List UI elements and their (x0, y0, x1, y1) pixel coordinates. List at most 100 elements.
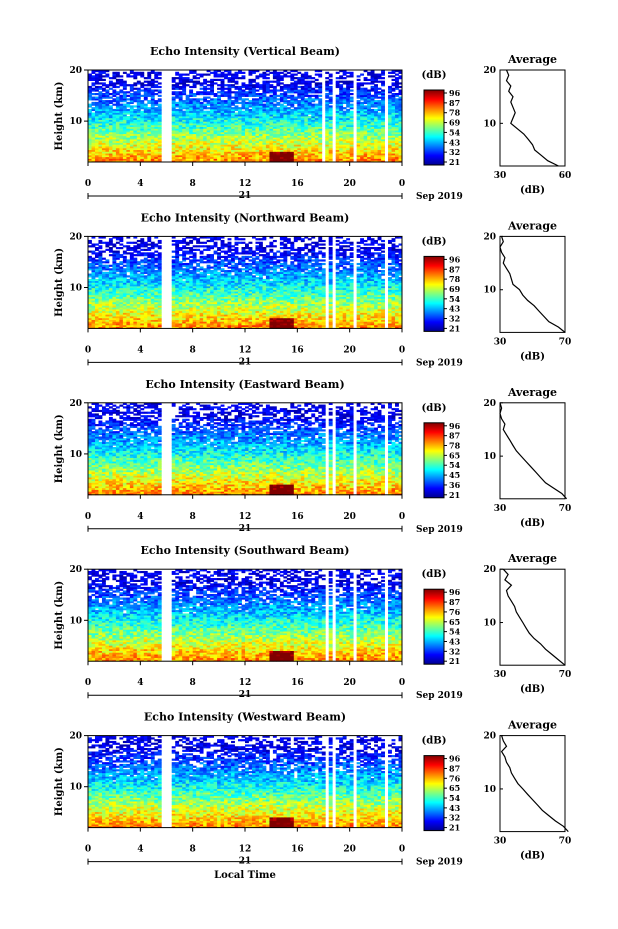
heatmap-cell (98, 139, 103, 142)
heatmap-cell (286, 107, 291, 110)
heatmap-cell (335, 153, 340, 156)
heatmap-cell (300, 153, 305, 156)
heatmap-cell (279, 144, 284, 147)
heatmap-cell (290, 158, 295, 161)
heatmap-cell (126, 160, 131, 163)
heatmap-cell (374, 130, 378, 133)
heatmap-cell (227, 135, 232, 138)
heatmap-cell (220, 137, 225, 140)
heatmap-cell (248, 78, 253, 82)
heatmap-cell (206, 139, 211, 142)
heatmap-cell (175, 153, 180, 156)
heatmap-cell (245, 128, 249, 131)
heatmap-cell (101, 124, 106, 128)
heatmap-cell (157, 146, 162, 149)
heatmap-cell (143, 154, 148, 158)
heatmap-cell (192, 154, 197, 158)
heatmap-cell (293, 142, 298, 145)
heatmap-cell (171, 96, 176, 99)
heatmap-cell (150, 160, 155, 163)
heatmap-cell (283, 130, 288, 133)
heatmap-cell (255, 133, 260, 136)
heatmap-cell (140, 144, 145, 147)
heatmap-cell (105, 73, 110, 76)
heatmap-cell (210, 131, 214, 135)
heatmap-cell (248, 140, 253, 143)
heatmap-cell (129, 151, 134, 154)
heatmap-cell (231, 146, 235, 149)
heatmap-cell (150, 153, 155, 156)
heatmap-cells (88, 70, 403, 163)
heatmap-cell (213, 135, 218, 138)
heatmap-cell (196, 131, 201, 135)
heatmap-cell (367, 124, 371, 128)
heatmap-cell (388, 156, 392, 159)
heatmap-cell (360, 144, 365, 147)
heatmap-cell (234, 160, 239, 163)
heatmap-cell (105, 133, 110, 136)
heatmap-cell (290, 140, 295, 143)
average-y-tick-label: 20 (483, 66, 496, 76)
heatmap-cell (143, 140, 148, 143)
heatmap-cell (283, 158, 288, 161)
heatmap-cell (377, 126, 382, 129)
heatmap-cell (262, 147, 267, 151)
heatmap-cell (133, 140, 138, 143)
heatmap-cell (154, 139, 159, 142)
heatmap-cell (147, 124, 152, 128)
heatmap-cell (91, 96, 96, 99)
heatmap-cell (224, 87, 228, 90)
heatmap-cell (346, 133, 351, 136)
heatmap-cell (91, 131, 96, 135)
heatmap-cell (346, 142, 351, 145)
heatmap-cell (398, 142, 403, 145)
heatmap-cell (342, 154, 347, 158)
heatmap-cell (300, 128, 305, 131)
heatmap-cell (297, 153, 302, 156)
heatmap-cell (227, 147, 232, 151)
heatmap-cell (147, 146, 152, 149)
heatmap-cell (363, 77, 368, 80)
heatmap-cell (325, 154, 330, 158)
heatmap-cell (363, 140, 368, 143)
heatmap-cell (119, 153, 124, 156)
heatmap-cell (101, 128, 106, 131)
heatmap-cell (262, 133, 267, 136)
heatmap-cell (203, 151, 208, 154)
heatmap-cell (363, 126, 368, 129)
heatmap-cell (178, 142, 183, 145)
heatmap-cell (335, 128, 340, 131)
heatmap-cell (105, 142, 110, 145)
heatmap-cell (388, 144, 392, 147)
heatmap-cell (265, 147, 270, 151)
heatmap-cell (328, 85, 333, 89)
heatmap-cell (238, 139, 242, 142)
heatmap-cell (199, 147, 204, 151)
heatmap-cell (300, 133, 305, 136)
heatmap-cell (213, 133, 218, 136)
heatmap-cell (196, 137, 201, 140)
heatmap-cell (234, 128, 239, 131)
heatmap-cell (293, 126, 298, 129)
heatmap-cell (283, 149, 288, 152)
heatmap-cell (381, 135, 385, 138)
heatmap-cell (269, 84, 274, 87)
heatmap-cell (94, 133, 99, 136)
heatmap-cell (192, 130, 197, 133)
heatmap-cell (122, 135, 127, 138)
heatmap-cell (234, 140, 239, 143)
heatmap-cell (143, 151, 148, 154)
heatmap-cell (206, 80, 211, 83)
heatmap-cell (91, 93, 96, 96)
heatmap-cell (203, 146, 208, 149)
heatmap-cell (189, 128, 194, 131)
heatmap-cell (258, 131, 263, 135)
heatmap-cell (388, 139, 392, 142)
heatmap-cell (203, 149, 208, 152)
heatmap-cell (367, 140, 371, 143)
heatmap-cell (381, 156, 385, 159)
heatmap-cell (377, 158, 382, 161)
heatmap-cell (381, 144, 385, 147)
heatmap-cell (98, 147, 103, 151)
heatmap-cell (377, 80, 382, 83)
